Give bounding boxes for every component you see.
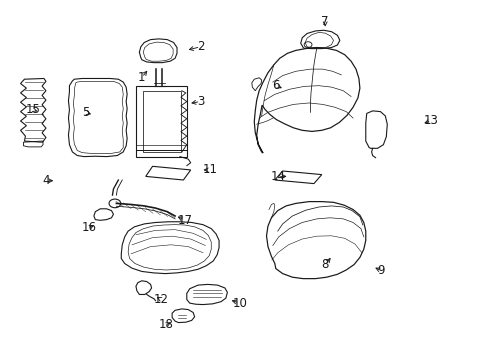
Text: 1: 1 [138, 71, 145, 84]
Text: 5: 5 [81, 106, 89, 119]
Text: 15: 15 [26, 103, 41, 116]
Text: 2: 2 [196, 40, 204, 53]
Text: 16: 16 [81, 221, 96, 234]
Text: 3: 3 [196, 95, 204, 108]
Text: 13: 13 [423, 114, 438, 127]
Text: 17: 17 [177, 214, 192, 227]
Text: 10: 10 [232, 297, 246, 310]
Text: 14: 14 [270, 170, 285, 183]
Text: 7: 7 [321, 15, 328, 28]
Text: 12: 12 [154, 293, 168, 306]
Text: 11: 11 [203, 163, 217, 176]
Text: 4: 4 [42, 174, 50, 187]
Text: 18: 18 [159, 318, 173, 331]
Text: 6: 6 [272, 79, 280, 92]
Text: 9: 9 [377, 264, 385, 277]
Text: 8: 8 [321, 258, 328, 271]
